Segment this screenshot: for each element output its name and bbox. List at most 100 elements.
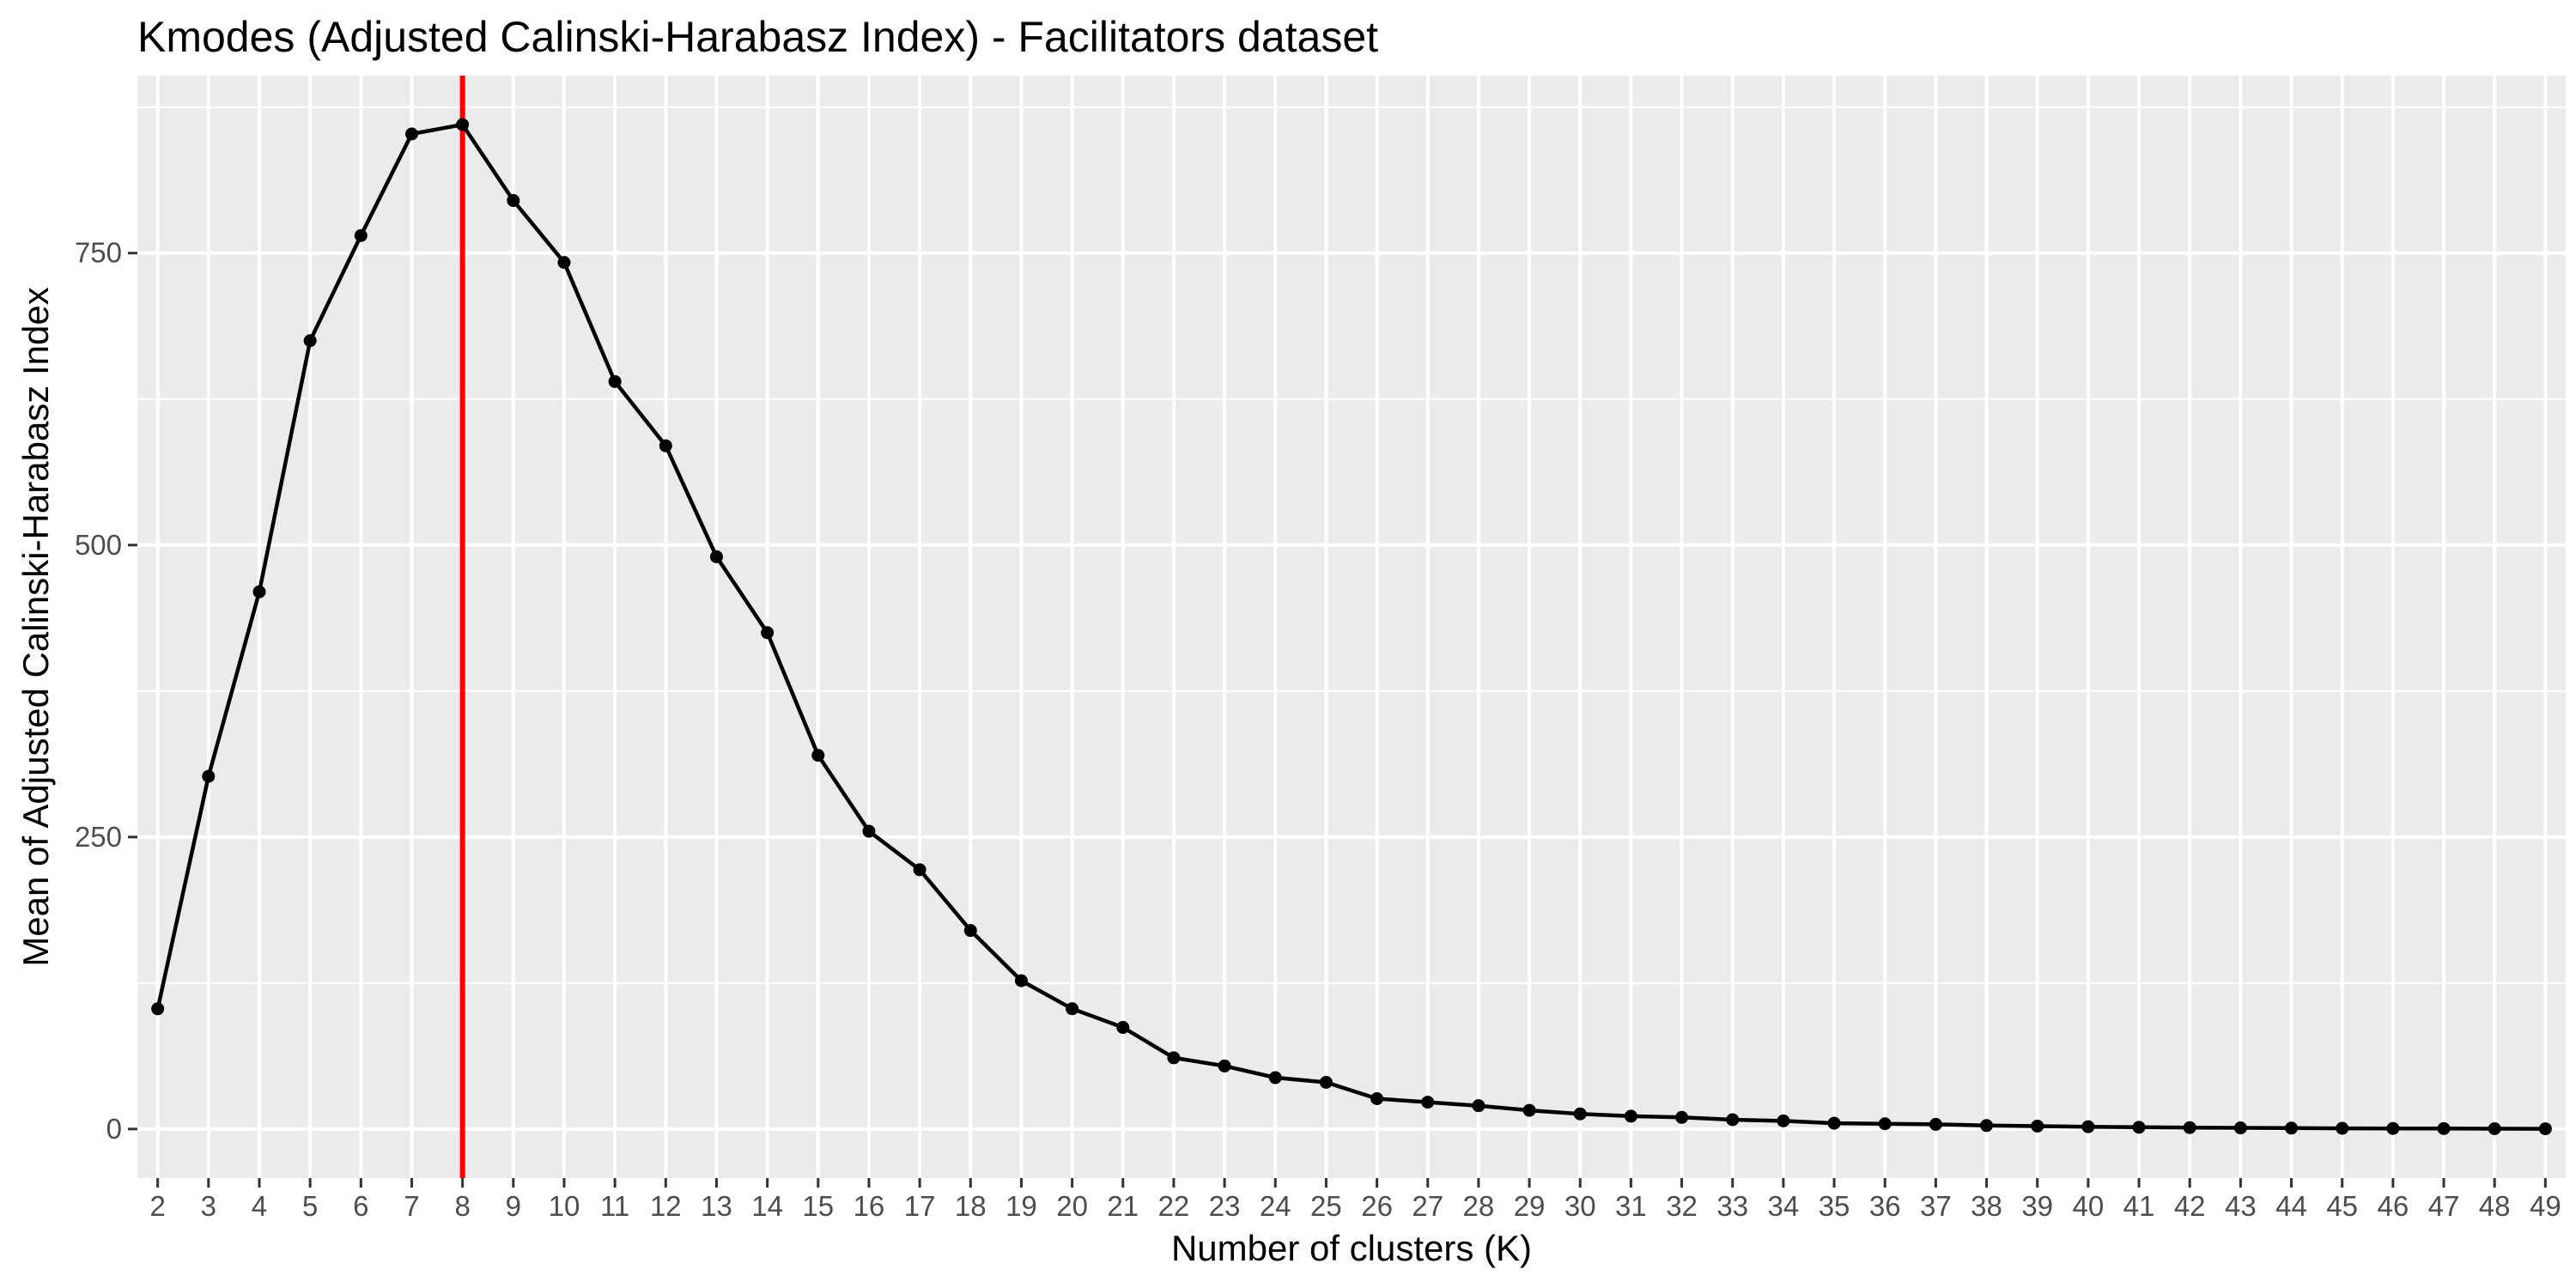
data-point — [1370, 1092, 1384, 1106]
x-tick-label: 48 — [2479, 1190, 2511, 1222]
data-point — [2538, 1122, 2552, 1136]
data-point — [761, 626, 775, 640]
data-point — [2031, 1119, 2044, 1133]
x-tick-label: 35 — [1819, 1190, 1850, 1222]
x-tick-label: 9 — [506, 1190, 521, 1222]
data-point — [354, 228, 368, 242]
data-point — [1218, 1059, 1231, 1072]
x-tick-label: 46 — [2377, 1190, 2409, 1222]
x-tick-label: 11 — [600, 1190, 629, 1222]
data-point — [1929, 1117, 1942, 1131]
y-tick-label: 250 — [75, 821, 122, 853]
major-x-gridlines — [155, 76, 2548, 1178]
data-point — [2132, 1121, 2146, 1134]
x-tick-label: 43 — [2225, 1190, 2257, 1222]
x-tick-label: 34 — [1768, 1190, 1800, 1222]
x-tick-label: 15 — [802, 1190, 834, 1222]
x-tick-label: 36 — [1869, 1190, 1901, 1222]
x-tick-label: 26 — [1361, 1190, 1393, 1222]
data-point — [913, 863, 927, 877]
x-tick-label: 29 — [1514, 1190, 1546, 1222]
data-point — [1319, 1075, 1333, 1089]
data-point — [1726, 1113, 1740, 1127]
data-point — [1878, 1117, 1892, 1131]
data-point — [1472, 1099, 1485, 1113]
x-tick-label: 3 — [201, 1190, 216, 1222]
x-tick-label: 6 — [353, 1190, 368, 1222]
x-tick-label: 8 — [454, 1190, 470, 1222]
x-tick-label: 42 — [2174, 1190, 2206, 1222]
data-point — [1421, 1096, 1435, 1109]
x-tick-label: 30 — [1564, 1190, 1596, 1222]
x-tick-label: 37 — [1920, 1190, 1952, 1222]
x-tick-label: 2 — [149, 1190, 165, 1222]
x-tick-label: 40 — [2073, 1190, 2105, 1222]
x-tick-label: 18 — [955, 1190, 987, 1222]
chart-title: Kmodes (Adjusted Calinski-Harabasz Index… — [137, 13, 1378, 61]
data-point — [557, 256, 571, 270]
x-axis: 2 3 4 5 6 7 8 9 10 11 12 13 14 15 16 17 18 19 20 21 22 23 24 25… — [149, 1178, 2561, 1222]
data-point — [2386, 1121, 2400, 1135]
x-tick-label: 7 — [404, 1190, 419, 1222]
x-tick-label: 49 — [2530, 1190, 2561, 1222]
data-point — [1573, 1107, 1587, 1121]
data-point — [1522, 1103, 1536, 1117]
x-tick-label: 19 — [1005, 1190, 1037, 1222]
data-point — [963, 924, 977, 938]
x-tick-label: 23 — [1209, 1190, 1241, 1222]
data-point — [1014, 974, 1028, 987]
y-axis: 0 250 500 750 — [75, 237, 137, 1145]
data-point — [151, 1002, 165, 1016]
series-layer — [151, 118, 2552, 1136]
x-tick-label: 10 — [549, 1190, 580, 1222]
data-point — [1777, 1114, 1790, 1127]
data-point — [1624, 1109, 1637, 1123]
x-tick-label: 24 — [1260, 1190, 1291, 1222]
x-tick-label: 38 — [1971, 1190, 2002, 1222]
data-point — [2183, 1121, 2196, 1134]
data-point — [202, 769, 216, 783]
data-point — [2081, 1120, 2095, 1133]
x-tick-label: 47 — [2428, 1190, 2460, 1222]
plot-panel — [137, 76, 2566, 1178]
data-point — [811, 749, 825, 762]
x-tick-label: 21 — [1107, 1190, 1139, 1222]
x-tick-label: 13 — [701, 1190, 732, 1222]
data-point — [456, 118, 470, 131]
x-tick-label: 45 — [2326, 1190, 2358, 1222]
x-tick-label: 25 — [1310, 1190, 1342, 1222]
data-point — [659, 439, 672, 453]
data-point — [1268, 1071, 1282, 1084]
data-point — [862, 824, 876, 838]
data-point — [404, 127, 418, 141]
x-tick-label: 4 — [252, 1190, 267, 1222]
x-tick-label: 32 — [1666, 1190, 1698, 1222]
data-point — [2437, 1121, 2451, 1135]
x-tick-label: 22 — [1158, 1190, 1190, 1222]
x-axis-title: Number of clusters (K) — [1171, 1228, 1532, 1268]
data-point — [1066, 1002, 1079, 1016]
data-point — [2488, 1121, 2501, 1135]
x-tick-label: 12 — [650, 1190, 682, 1222]
x-tick-label: 20 — [1056, 1190, 1088, 1222]
data-point — [1116, 1021, 1130, 1035]
data-point — [1980, 1119, 1994, 1133]
data-point — [2233, 1121, 2247, 1135]
data-point — [608, 374, 622, 388]
x-tick-label: 5 — [302, 1190, 318, 1222]
x-tick-label: 28 — [1463, 1190, 1495, 1222]
x-tick-label: 39 — [2021, 1190, 2053, 1222]
y-tick-label: 0 — [106, 1113, 122, 1145]
data-point — [2336, 1121, 2349, 1135]
data-point — [1167, 1051, 1181, 1065]
series-line — [155, 122, 2546, 1131]
data-point — [1675, 1110, 1689, 1124]
y-tick-label: 500 — [75, 529, 122, 561]
data-point — [303, 334, 317, 348]
x-tick-label: 31 — [1615, 1190, 1647, 1222]
data-point — [709, 550, 723, 563]
x-tick-label: 14 — [751, 1190, 783, 1222]
data-point — [2285, 1121, 2299, 1135]
data-point — [252, 585, 266, 598]
